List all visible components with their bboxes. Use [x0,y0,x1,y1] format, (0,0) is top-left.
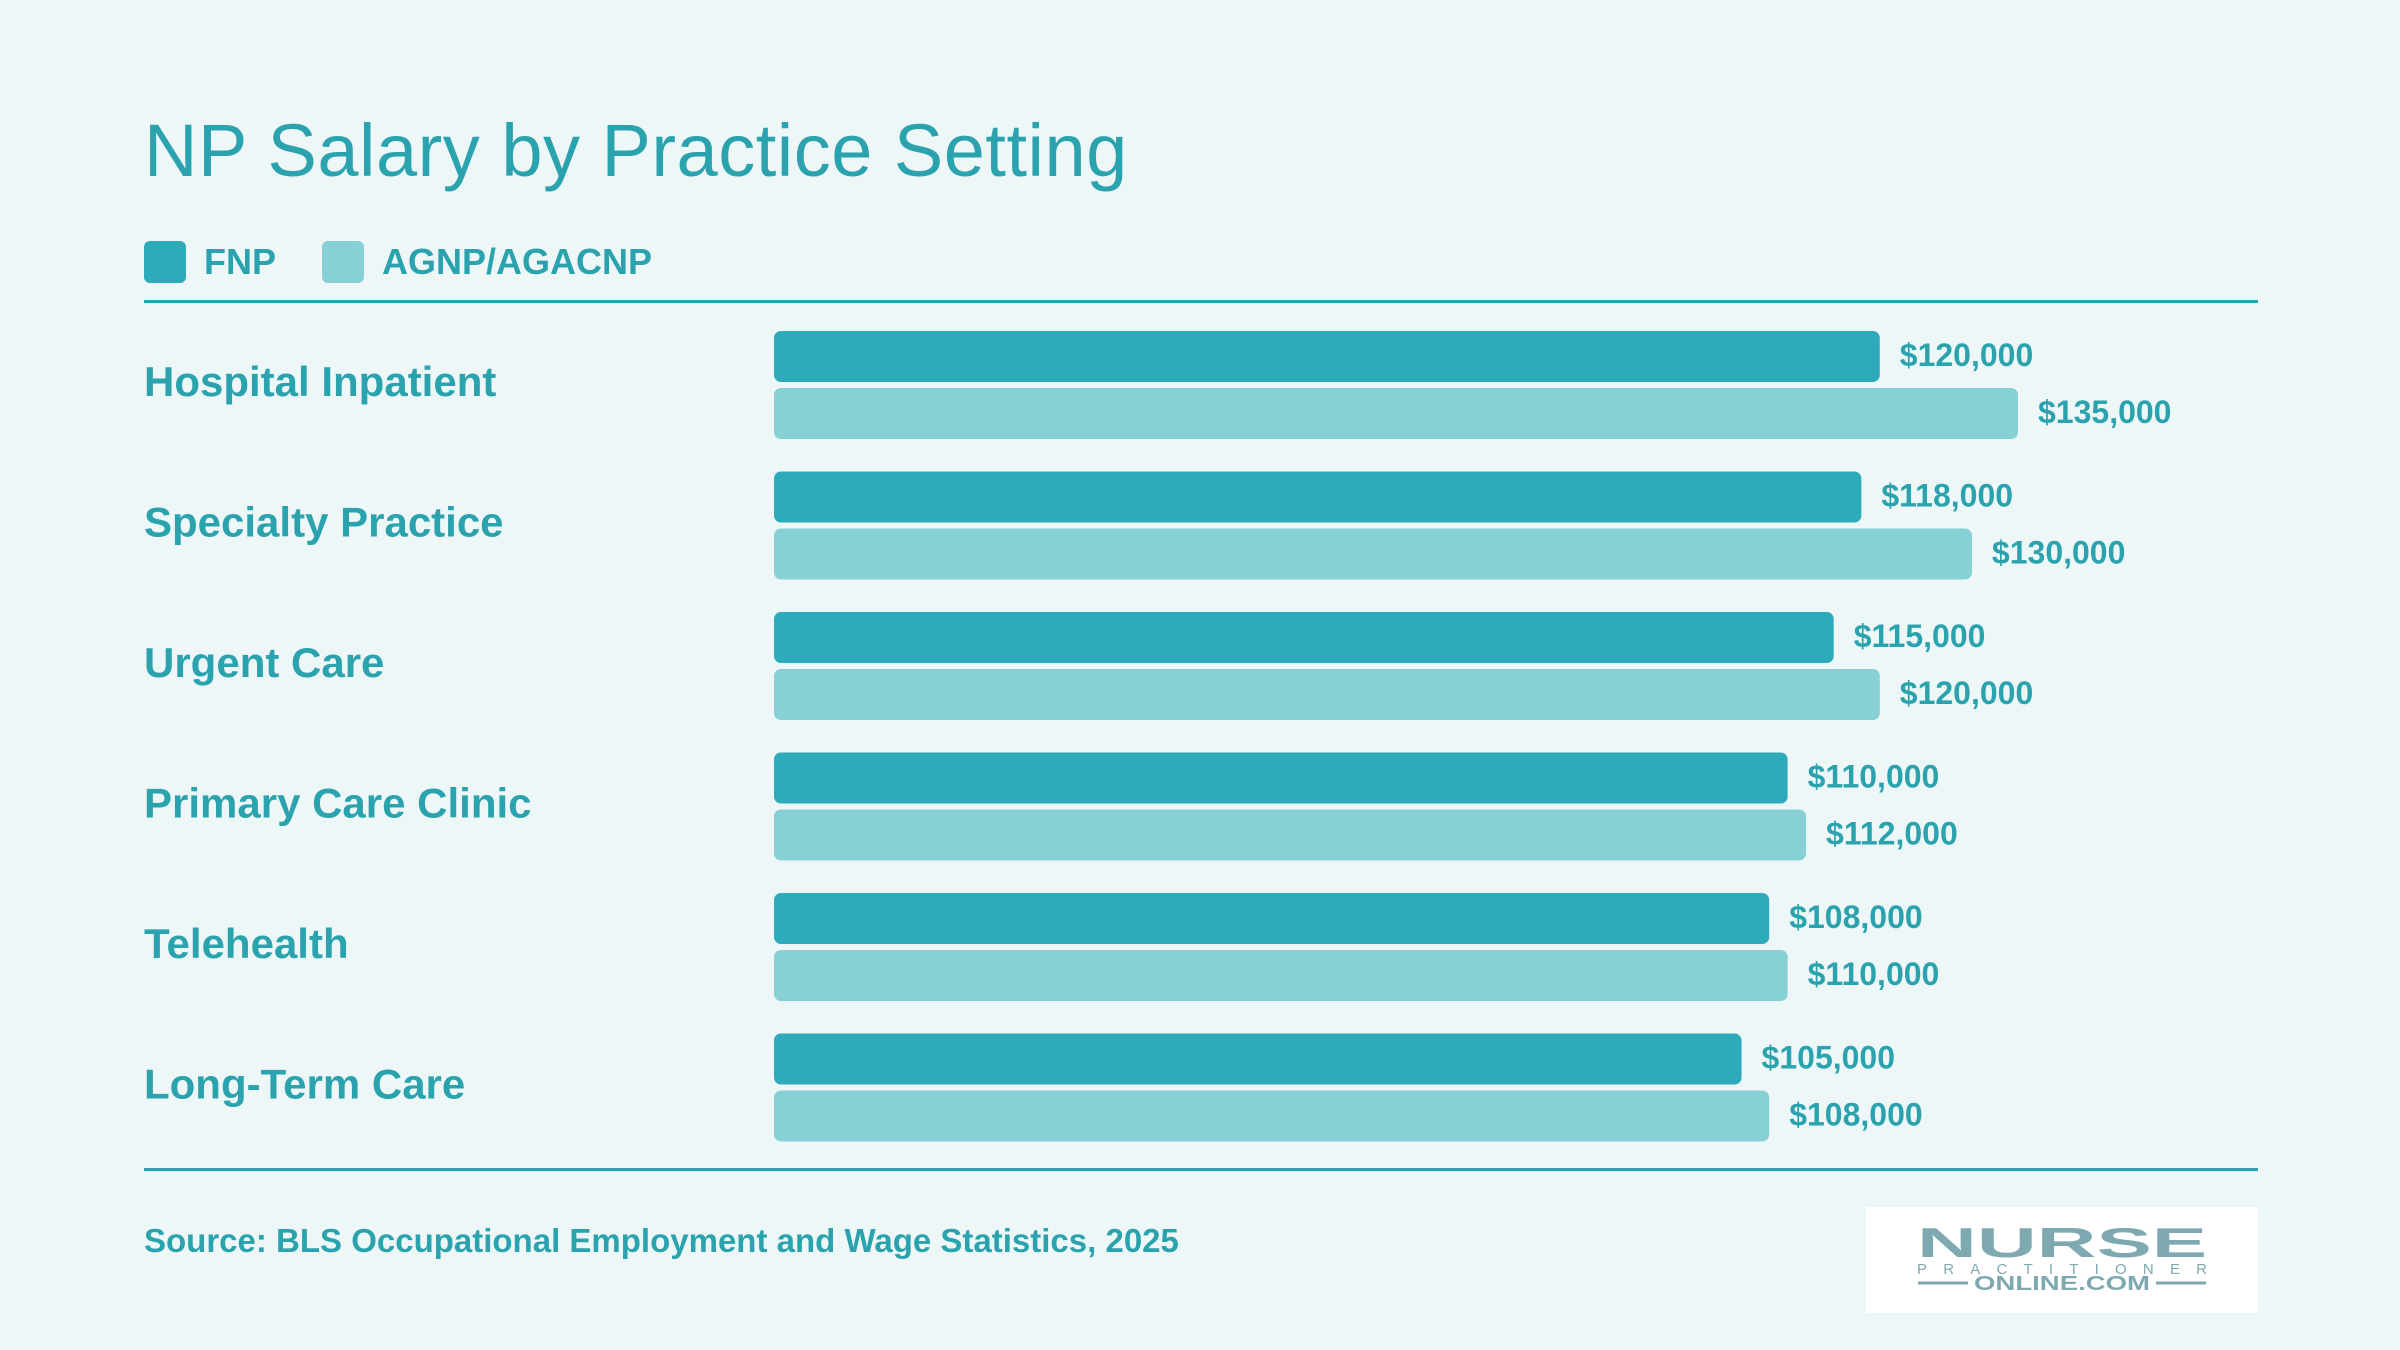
bar-fnp [774,893,1770,944]
bar-agnp [774,809,1807,861]
svg-text:ONLINE.COM: ONLINE.COM [1974,1273,2150,1295]
category-label: Specialty Practice [144,499,504,546]
logo: NURSE PRACTITIONER ONLINE.COM [1866,1207,2258,1313]
bar-agnp [774,1090,1770,1142]
value-label-fnp: $105,000 [1762,1039,1895,1075]
value-label-fnp: $108,000 [1789,899,1922,935]
value-label-agnp: $130,000 [1992,534,2125,570]
svg-text:NURSE: NURSE [1917,1219,2207,1266]
value-label-fnp: $118,000 [1881,477,2013,513]
value-label-fnp: $110,000 [1808,758,1940,794]
legend: FNP AGNP/AGACNP [144,240,698,284]
bar-agnp [774,528,1972,580]
legend-swatch-agnp [322,241,364,283]
bar-agnp [774,950,1788,1001]
legend-label-agnp: AGNP/AGACNP [382,241,653,282]
bar-fnp [774,331,1880,382]
category-label: Long-Term Care [144,1061,465,1108]
bar-fnp [774,1033,1742,1085]
bar-agnp [774,388,2018,439]
value-label-fnp: $120,000 [1900,337,2033,373]
legend-item-agnp: AGNP/AGACNP [322,241,652,283]
bar-fnp [774,752,1788,804]
category-label: Hospital Inpatient [144,358,496,405]
value-label-fnp: $115,000 [1854,618,1986,654]
legend-swatch-fnp [144,241,186,283]
bar-agnp [774,669,1880,720]
legend-label-fnp: FNP [204,241,276,282]
value-label-agnp: $120,000 [1900,675,2033,711]
category-label: Telehealth [144,920,349,967]
bottom-divider [144,1168,2258,1171]
value-label-agnp: $135,000 [2038,394,2171,430]
value-label-agnp: $110,000 [1808,956,1940,992]
bar-fnp [774,471,1862,523]
category-label: Urgent Care [144,639,384,686]
chart-title: NP Salary by Practice Setting [144,109,1128,192]
value-label-agnp: $108,000 [1789,1096,1922,1132]
category-label: Primary Care Clinic [144,780,532,827]
top-divider [144,300,2258,303]
bar-fnp [774,612,1834,663]
value-label-agnp: $112,000 [1826,815,1958,851]
nurse-practitioner-online-logo: NURSE PRACTITIONER ONLINE.COM [1917,1219,2207,1295]
legend-item-fnp: FNP [144,241,276,283]
source-note: Source: BLS Occupational Employment and … [144,1222,1179,1259]
